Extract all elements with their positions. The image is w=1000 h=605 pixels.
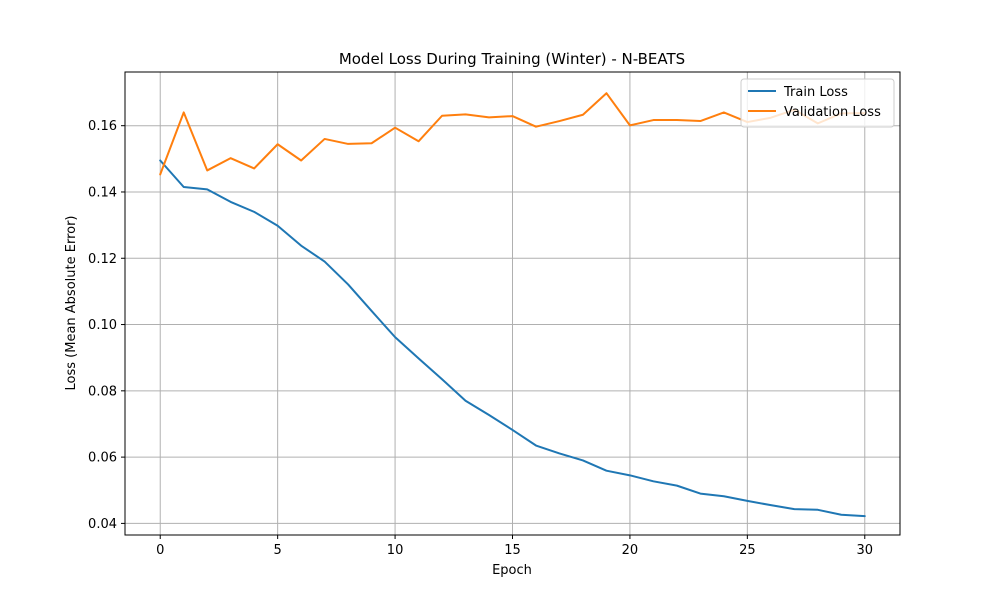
chart-title: Model Loss During Training (Winter) - N-… [339, 50, 685, 68]
y-tick-label: 0.08 [88, 384, 117, 399]
legend: Train Loss Validation Loss [740, 78, 895, 128]
y-tick-label: 0.14 [88, 185, 117, 200]
x-tick-label: 20 [622, 543, 639, 558]
legend-label-validation-loss: Validation Loss [784, 105, 881, 120]
legend-box [740, 78, 895, 128]
y-tick-label: 0.06 [88, 451, 117, 466]
x-tick-label: 25 [739, 543, 756, 558]
x-tick-label: 30 [856, 543, 873, 558]
y-axis-label: Loss (Mean Absolute Error) [64, 216, 79, 391]
x-tick-label: 15 [504, 543, 521, 558]
x-tick-label: 0 [156, 543, 164, 558]
legend-label-train-loss: Train Loss [783, 85, 848, 100]
y-tick-label: 0.12 [88, 252, 117, 267]
y-tick-label: 0.04 [88, 517, 117, 532]
series-line-train-loss [159, 159, 866, 518]
grid-layer [125, 72, 900, 535]
y-tick-label: 0.16 [88, 119, 117, 134]
x-tick-label: 5 [274, 543, 282, 558]
x-tick-label: 10 [387, 543, 404, 558]
x-axis-label: Epoch [492, 563, 532, 578]
y-tick-label: 0.10 [88, 318, 117, 333]
ticks-layer: 0 5 10 15 20 25 30 0.04 0.06 0.08 0.10 0.12 0.14 0.16 [88, 119, 873, 558]
